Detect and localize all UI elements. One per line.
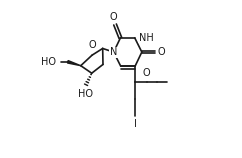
Text: O: O — [110, 12, 118, 22]
Text: O: O — [158, 47, 165, 57]
Text: HO: HO — [78, 89, 93, 100]
Text: N: N — [110, 47, 117, 57]
Text: O: O — [143, 68, 150, 78]
Text: HO: HO — [41, 57, 56, 67]
Polygon shape — [67, 61, 81, 66]
Text: I: I — [134, 119, 136, 129]
Text: O: O — [88, 40, 96, 51]
Text: NH: NH — [139, 33, 154, 43]
